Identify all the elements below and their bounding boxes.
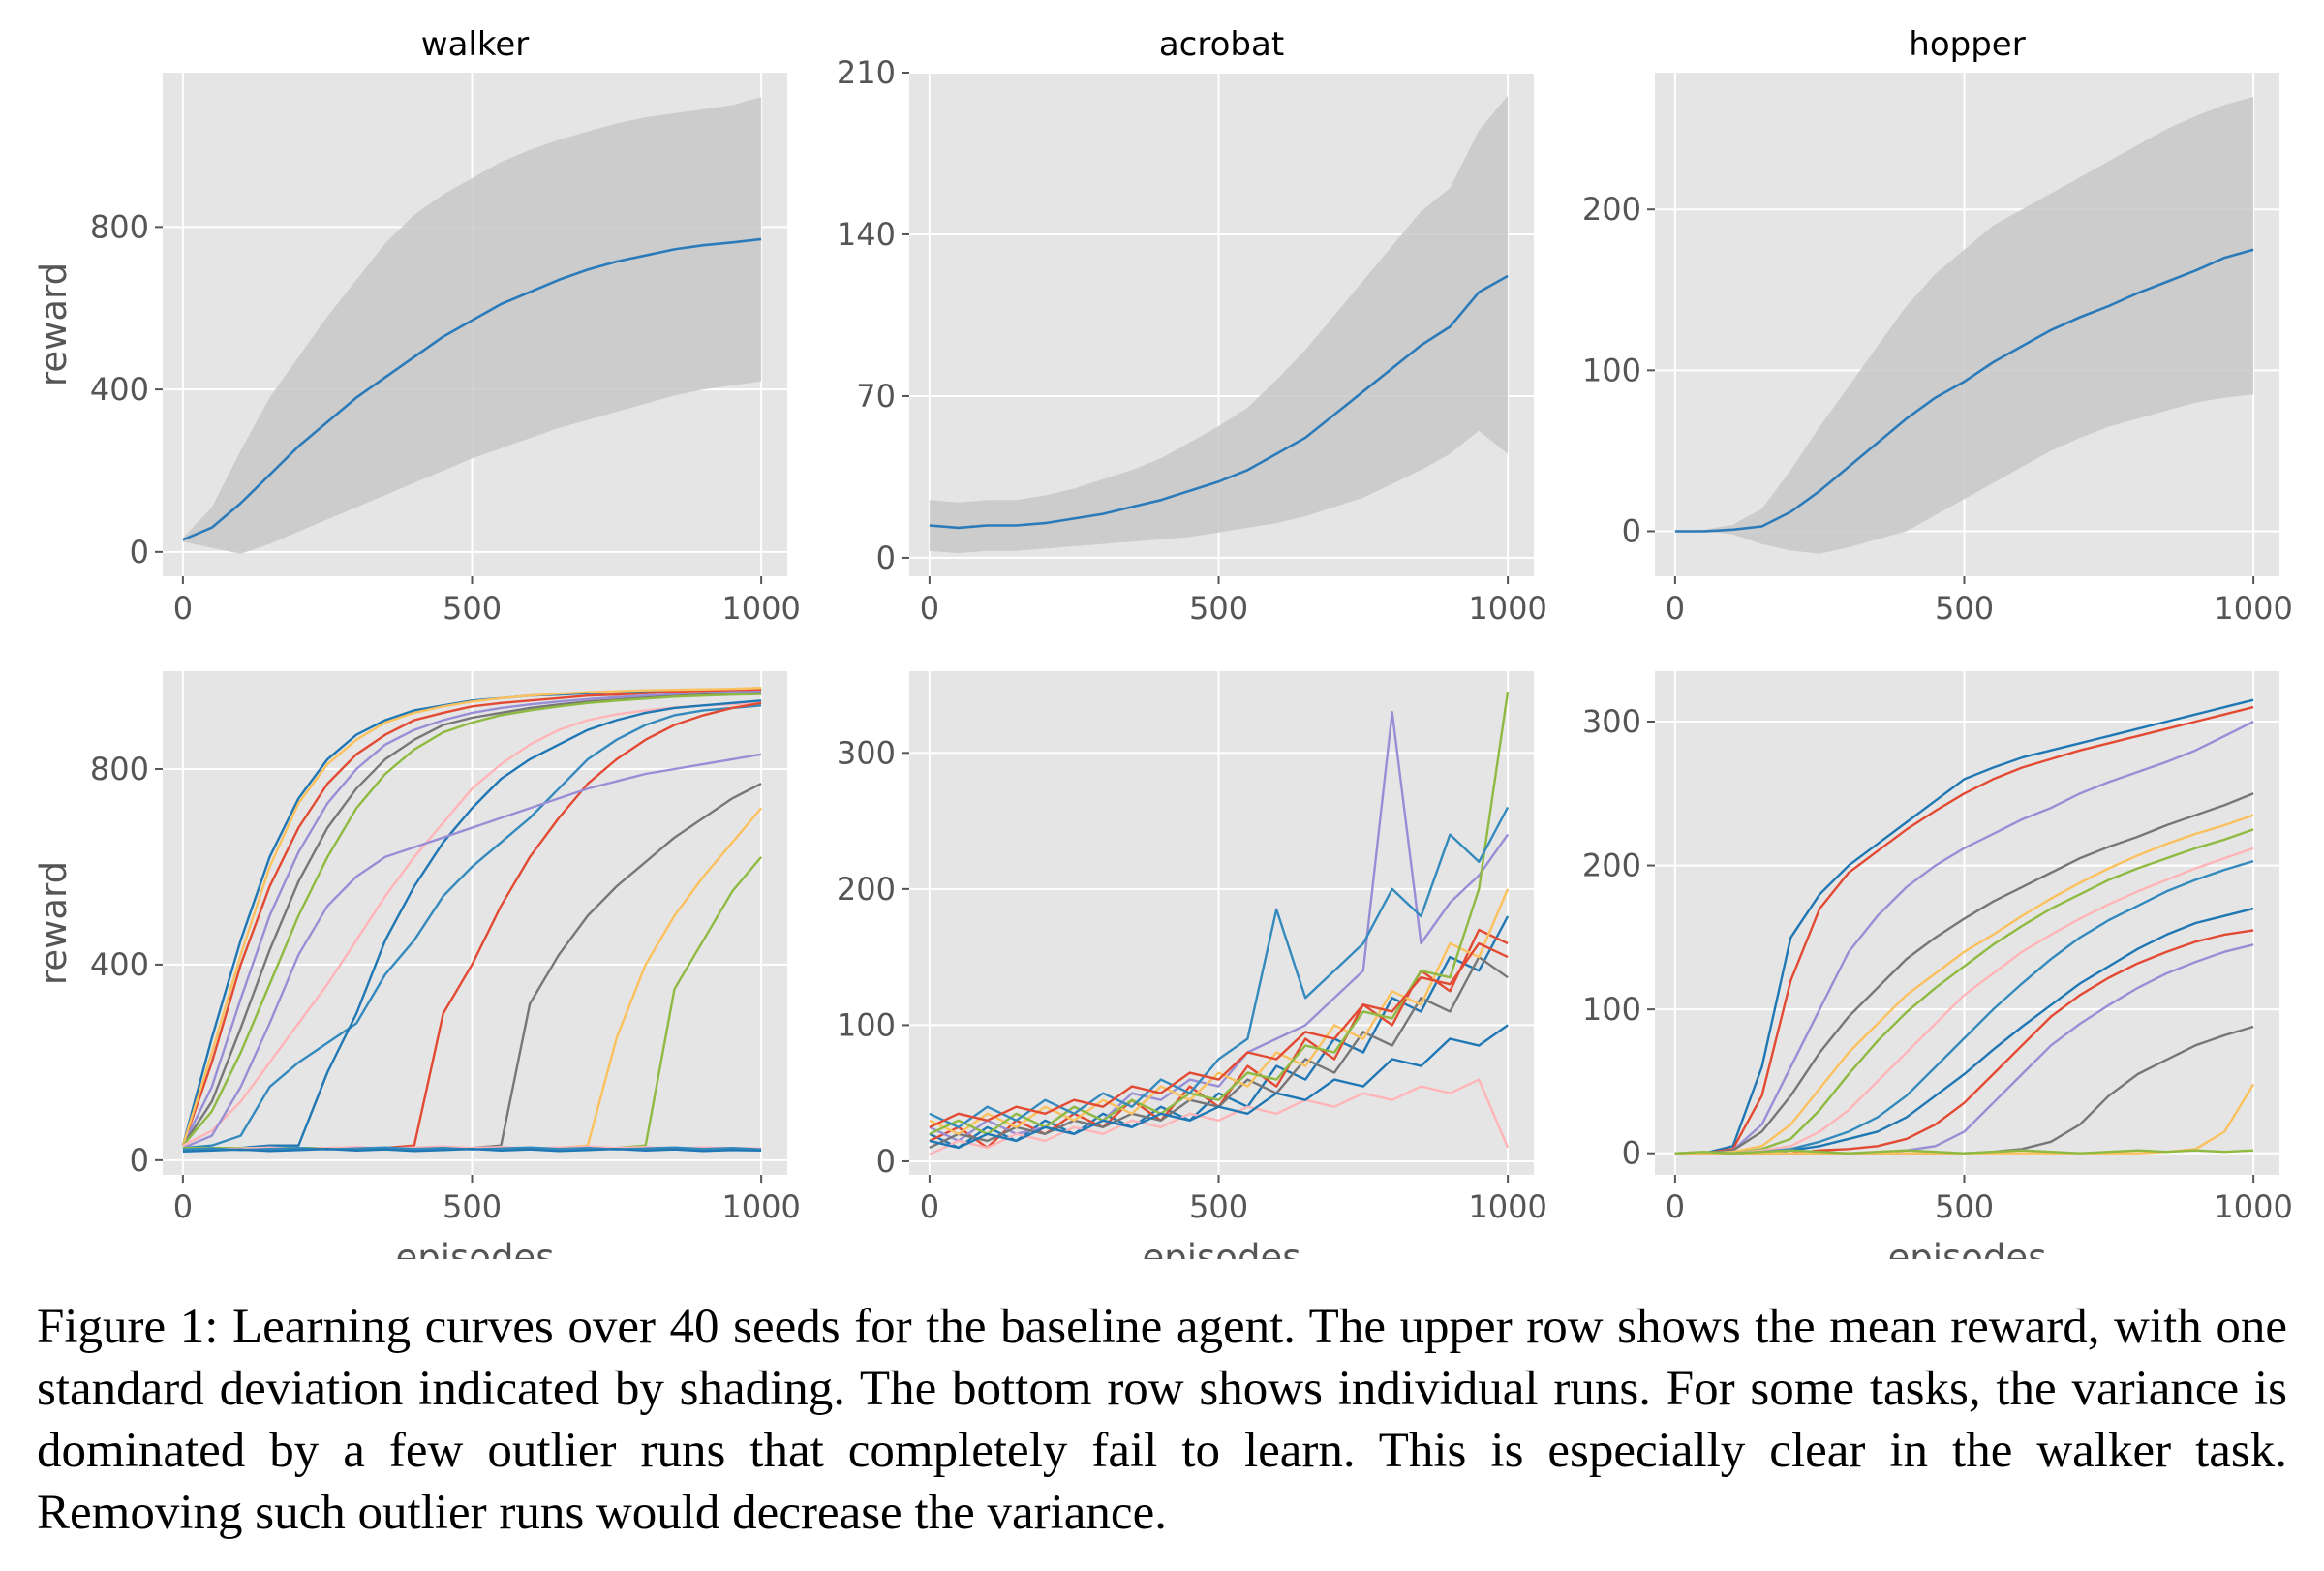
run-line bbox=[929, 1024, 1509, 1150]
x-tick-label: 1000 bbox=[721, 590, 800, 627]
y-tick-label: 0 bbox=[876, 1143, 896, 1180]
y-tick-label: 100 bbox=[1582, 991, 1641, 1028]
run-line bbox=[1674, 828, 2254, 1155]
run-line bbox=[929, 941, 1509, 1128]
y-tick-label: 200 bbox=[1582, 847, 1641, 884]
y-tick-label: 100 bbox=[837, 1006, 896, 1043]
plot-area bbox=[182, 97, 762, 554]
mean-line bbox=[182, 237, 762, 541]
run-line bbox=[181, 693, 762, 1147]
y-tick-label: 0 bbox=[130, 1142, 149, 1179]
x-tick-label: 500 bbox=[1189, 590, 1248, 627]
x-axis-label: episodes bbox=[1143, 1237, 1301, 1259]
run-line bbox=[1674, 1149, 2254, 1155]
y-tick-label: 0 bbox=[1622, 512, 1641, 549]
chart-panel-top-left: 0 500 1000 0 400 800 walker reward bbox=[33, 25, 801, 627]
run-line bbox=[1674, 720, 2254, 1155]
run-line bbox=[929, 691, 1510, 1136]
x-tick-label: 1000 bbox=[1468, 1188, 1546, 1225]
x-tick-label: 1000 bbox=[2214, 1188, 2292, 1225]
x-tick-label: 500 bbox=[443, 590, 502, 627]
chart-title: hopper bbox=[1909, 25, 2025, 64]
chart-panel-bottom-left: 0 500 1000 0 400 800 reward episodes bbox=[33, 671, 801, 1259]
y-tick-label: 300 bbox=[837, 734, 896, 771]
x-tick-label: 1000 bbox=[721, 1188, 800, 1225]
y-tick-label: 0 bbox=[1622, 1135, 1641, 1172]
chart-panel-bottom-middle: 0 500 1000 0 100 200 300 episodes bbox=[837, 671, 1547, 1259]
run-line bbox=[182, 1147, 762, 1153]
x-axis-label: episodes bbox=[396, 1237, 555, 1259]
run-line bbox=[929, 915, 1510, 1150]
y-tick-label: 200 bbox=[837, 871, 896, 908]
x-tick-label: 1000 bbox=[2214, 590, 2292, 627]
run-line bbox=[182, 753, 762, 1150]
x-tick-label: 500 bbox=[443, 1188, 502, 1225]
x-tick-label: 0 bbox=[1666, 590, 1685, 627]
plot-background bbox=[1655, 671, 2279, 1175]
x-tick-label: 0 bbox=[920, 1188, 939, 1225]
run-line bbox=[1674, 698, 2254, 1155]
plot-area bbox=[1674, 96, 2254, 554]
x-tick-label: 500 bbox=[1189, 1188, 1248, 1225]
run-line bbox=[181, 691, 762, 1147]
y-tick-label: 0 bbox=[876, 539, 896, 576]
run-line bbox=[1674, 847, 2254, 1155]
y-tick-label: 100 bbox=[1582, 352, 1641, 388]
chart-panel-top-right: 0 500 1000 0 100 200 hopper bbox=[1582, 25, 2293, 627]
y-tick-label: 0 bbox=[130, 534, 149, 570]
y-tick-label: 70 bbox=[856, 378, 896, 415]
chart-title: walker bbox=[421, 25, 529, 64]
mean-line bbox=[929, 274, 1509, 530]
run-line bbox=[1674, 705, 2254, 1155]
y-tick-label: 140 bbox=[837, 216, 896, 253]
chart-panel-bottom-right: 0 500 1000 0 100 200 300 episodes bbox=[1582, 671, 2293, 1259]
run-line bbox=[1674, 814, 2254, 1155]
x-tick-label: 0 bbox=[920, 590, 939, 627]
x-tick-label: 0 bbox=[173, 1188, 193, 1225]
plot-area bbox=[929, 95, 1509, 554]
x-tick-label: 0 bbox=[1666, 1188, 1685, 1225]
figure-caption: Figure 1: Learning curves over 40 seeds … bbox=[37, 1300, 2287, 1540]
x-axis-label: episodes bbox=[1888, 1237, 2047, 1259]
x-tick-label: 0 bbox=[173, 590, 193, 627]
y-axis-label: reward bbox=[33, 861, 75, 985]
chart-panel-top-middle: 0 500 1000 0 70 140 210 acrobat bbox=[837, 25, 1547, 627]
y-tick-label: 200 bbox=[1582, 191, 1641, 228]
run-line bbox=[181, 687, 762, 1147]
run-line bbox=[929, 711, 1510, 1143]
plot-background bbox=[909, 671, 1534, 1175]
std-band bbox=[1674, 96, 2254, 554]
std-band bbox=[182, 97, 762, 554]
x-tick-label: 500 bbox=[1935, 1188, 1994, 1225]
run-line bbox=[929, 806, 1510, 1129]
std-band bbox=[929, 95, 1509, 554]
y-tick-label: 800 bbox=[90, 751, 149, 787]
run-line bbox=[929, 888, 1510, 1136]
y-tick-label: 300 bbox=[1582, 703, 1641, 740]
x-tick-label: 1000 bbox=[1468, 590, 1546, 627]
run-line bbox=[181, 689, 762, 1147]
x-tick-label: 500 bbox=[1935, 590, 1994, 627]
y-tick-label: 210 bbox=[837, 54, 896, 91]
y-tick-label: 400 bbox=[90, 946, 149, 983]
run-line bbox=[1674, 792, 2254, 1155]
y-tick-label: 400 bbox=[90, 371, 149, 408]
mean-line bbox=[1674, 248, 2254, 533]
run-line bbox=[182, 704, 762, 1150]
plot-area bbox=[181, 687, 763, 1153]
run-line bbox=[182, 699, 762, 1150]
y-tick-label: 800 bbox=[90, 208, 149, 245]
chart-title: acrobat bbox=[1159, 25, 1284, 64]
y-axis-label: reward bbox=[33, 262, 75, 386]
plot-area bbox=[1674, 698, 2255, 1155]
plot-area bbox=[929, 691, 1510, 1155]
